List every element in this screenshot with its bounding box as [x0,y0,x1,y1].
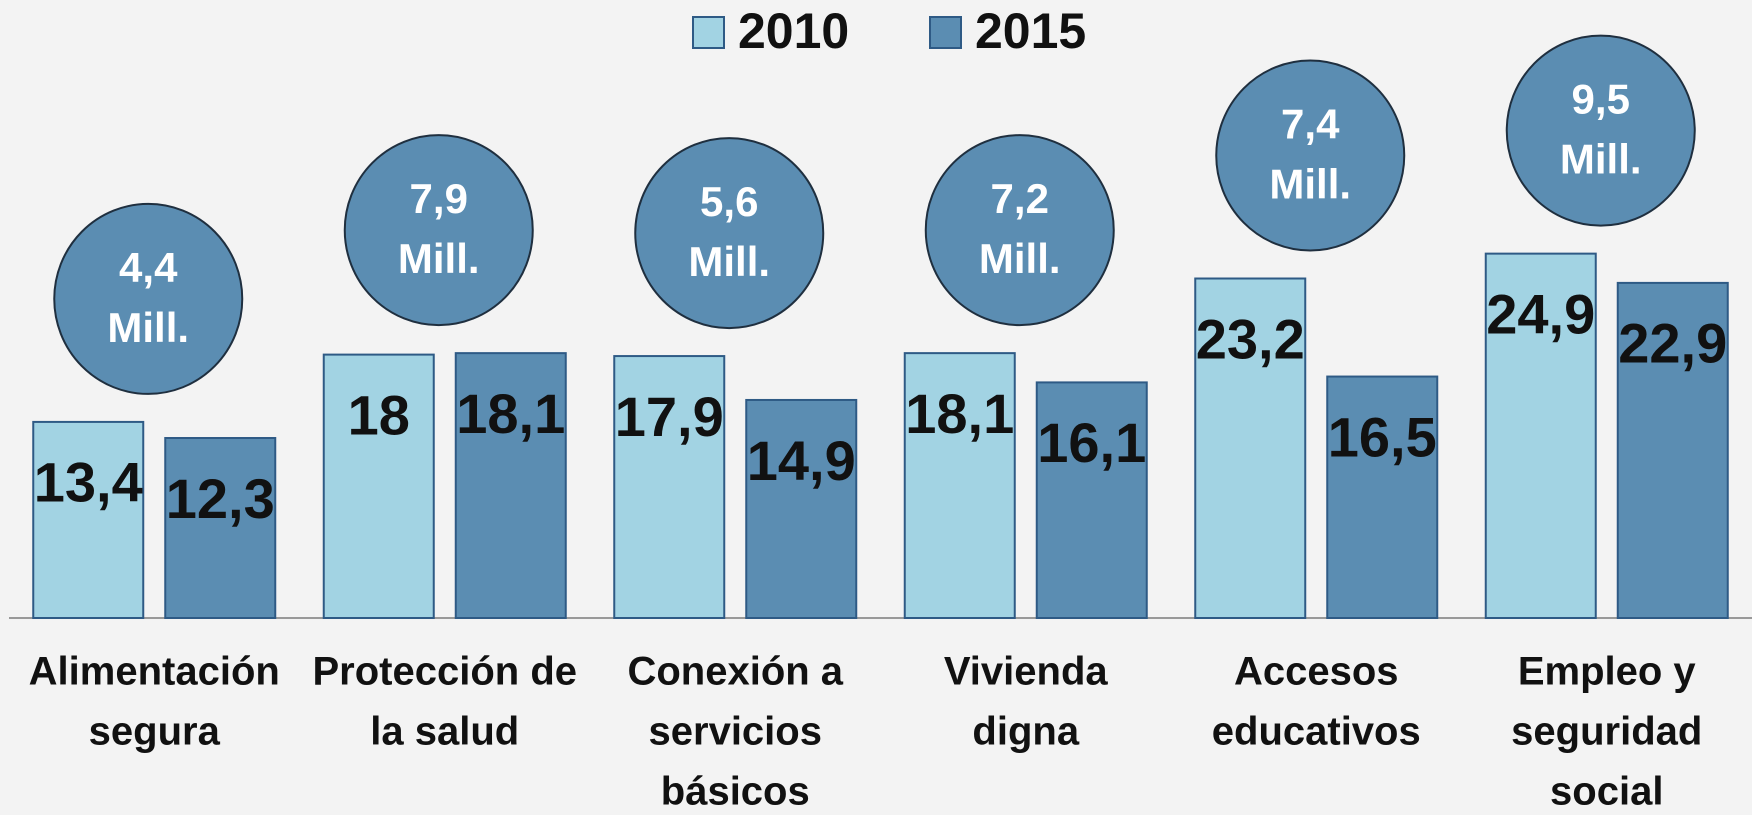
data-label: 16,1 [1037,411,1146,474]
annotation-bubble [634,137,825,330]
bar [1326,375,1439,619]
annotation-label: 7,4 [1281,101,1340,148]
data-label: 14,9 [747,429,856,492]
data-label: 13,4 [34,451,143,514]
data-label: 12,3 [166,467,275,530]
bar [322,353,435,619]
x-tick-label: la salud [370,710,519,754]
x-tick-label: social [1550,770,1663,814]
annotation-bubble [1215,59,1406,252]
legend-swatch [929,16,962,49]
annotation-label: Mill. [107,304,189,351]
bar [903,352,1016,619]
data-label: 23,2 [1196,307,1305,370]
annotation-bubble [924,134,1115,327]
bar [613,355,726,619]
annotation-label: 5,6 [700,178,758,225]
x-tick-label: servicios [649,710,822,754]
x-tick-label: educativos [1212,710,1421,754]
data-label: 18,1 [456,382,565,445]
x-tick-label: Vivienda [944,650,1109,694]
x-tick-label: Alimentación [29,650,280,694]
data-label: 22,9 [1618,312,1727,375]
bar [454,352,567,619]
bar [1194,277,1307,619]
annotation-label: 4,4 [119,244,178,291]
x-tick-label: Conexión a [627,650,843,694]
annotation-label: Mill. [1560,136,1642,183]
annotation-label: 9,5 [1572,76,1630,123]
legend-label: 2010 [738,3,849,59]
annotation-label: Mill. [979,235,1061,282]
annotation-label: Mill. [688,238,770,285]
data-label: 16,5 [1328,405,1437,468]
bar [1616,281,1729,619]
annotation-label: Mill. [1269,161,1351,208]
annotation-label: 7,2 [991,175,1049,222]
annotation-bubble [1505,34,1696,227]
legend-label: 2015 [975,3,1086,59]
bar [32,420,145,619]
annotation-label: 7,9 [410,175,468,222]
x-tick-label: seguridad [1511,710,1702,754]
data-label: 18 [348,383,410,446]
data-label: 24,9 [1486,282,1595,345]
data-label: 18,1 [905,382,1014,445]
annotation-label: Mill. [398,235,480,282]
data-label: 17,9 [615,385,724,448]
annotation-bubble [343,134,534,327]
bar [164,437,277,620]
bar [745,398,858,620]
bar [1035,381,1148,619]
x-tick-label: Empleo y [1518,650,1697,694]
legend-swatch [692,16,725,49]
x-tick-label: Accesos [1234,650,1399,694]
annotation-bubble [53,202,244,395]
x-tick-label: Protección de [312,650,577,694]
x-tick-label: segura [89,710,221,754]
x-tick-label: básicos [661,770,810,814]
x-tick-label: digna [972,710,1079,754]
bar [1484,252,1597,619]
